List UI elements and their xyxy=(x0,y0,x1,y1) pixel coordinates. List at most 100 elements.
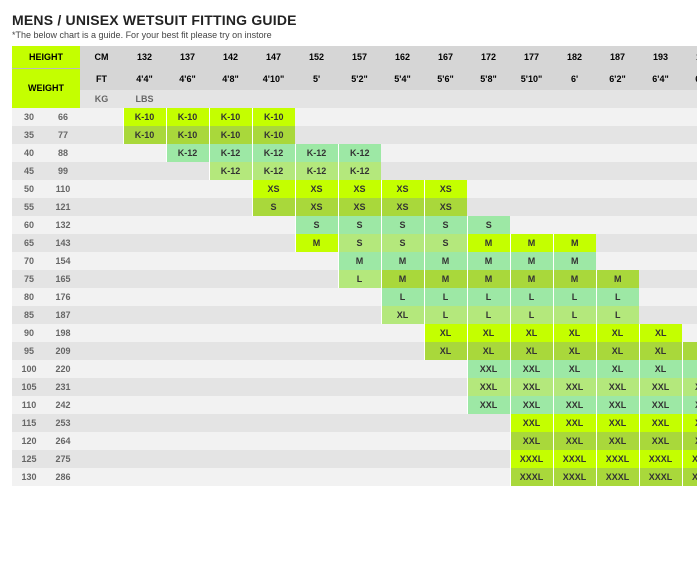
size-cell xyxy=(123,360,166,378)
size-cell: M xyxy=(424,270,467,288)
size-cell: XL xyxy=(596,360,639,378)
weight-kg: 65 xyxy=(12,234,46,252)
ft-10: 6' xyxy=(553,68,596,90)
ft-2: 4'8" xyxy=(209,68,252,90)
table-row: 3577K-10K-10K-10K-10 xyxy=(12,126,697,144)
size-cell: L xyxy=(424,306,467,324)
table-body: 3066K-10K-10K-10K-103577K-10K-10K-10K-10… xyxy=(12,108,697,486)
size-cell: S xyxy=(467,216,510,234)
table-row: 65143MSSSMMM xyxy=(12,234,697,252)
size-cell: XXXL xyxy=(639,450,682,468)
weight-lbs: 143 xyxy=(46,234,80,252)
size-cell xyxy=(639,144,682,162)
size-cell: XS xyxy=(295,198,338,216)
header-ft: FT xyxy=(80,68,123,90)
size-cell xyxy=(123,468,166,486)
size-cell: XXL xyxy=(553,396,596,414)
size-cell xyxy=(166,360,209,378)
size-cell: K-12 xyxy=(252,144,295,162)
size-cell: XL xyxy=(467,324,510,342)
size-cell xyxy=(295,468,338,486)
size-cell xyxy=(639,180,682,198)
size-cell: L xyxy=(596,288,639,306)
size-cell xyxy=(166,450,209,468)
size-cell: K-12 xyxy=(209,144,252,162)
size-cell: XXXL xyxy=(553,450,596,468)
size-cell xyxy=(639,216,682,234)
size-cell xyxy=(596,162,639,180)
size-cell xyxy=(467,162,510,180)
size-cell xyxy=(381,432,424,450)
size-cell xyxy=(338,414,381,432)
size-cell: XXL xyxy=(682,378,697,396)
size-cell: L xyxy=(467,288,510,306)
size-cell xyxy=(682,306,697,324)
size-cell: XXXL xyxy=(510,450,553,468)
size-cell xyxy=(424,108,467,126)
size-cell xyxy=(209,180,252,198)
size-cell xyxy=(381,360,424,378)
size-cell: XL xyxy=(553,342,596,360)
size-cell xyxy=(123,414,166,432)
size-cell xyxy=(252,414,295,432)
size-cell xyxy=(639,252,682,270)
size-cell xyxy=(381,324,424,342)
size-cell xyxy=(123,396,166,414)
size-cell: M xyxy=(338,252,381,270)
size-cell xyxy=(209,468,252,486)
table-row: 75165LMMMMMM xyxy=(12,270,697,288)
size-cell xyxy=(252,468,295,486)
size-cell xyxy=(252,324,295,342)
size-cell xyxy=(553,162,596,180)
size-cell: XXL xyxy=(596,396,639,414)
size-cell xyxy=(639,288,682,306)
size-cell xyxy=(295,108,338,126)
size-cell: XXXL xyxy=(682,450,697,468)
size-cell xyxy=(639,108,682,126)
size-cell: K-10 xyxy=(209,126,252,144)
size-cell xyxy=(682,144,697,162)
weight-kg: 100 xyxy=(12,360,46,378)
size-cell xyxy=(553,126,596,144)
size-cell: K-12 xyxy=(295,162,338,180)
size-cell xyxy=(510,144,553,162)
size-cell: M xyxy=(553,270,596,288)
size-cell xyxy=(553,144,596,162)
table-row: 55121SXSXSXSXS xyxy=(12,198,697,216)
size-cell xyxy=(553,108,596,126)
size-cell: XL xyxy=(639,360,682,378)
cm-0: 132 xyxy=(123,46,166,68)
size-cell xyxy=(338,432,381,450)
size-cell: XXL xyxy=(639,396,682,414)
size-cell: XS xyxy=(381,198,424,216)
size-cell xyxy=(338,324,381,342)
size-cell: XXL xyxy=(639,414,682,432)
size-cell: M xyxy=(510,270,553,288)
table-row: 70154MMMMMM xyxy=(12,252,697,270)
table-row: 85187XLLLLLL xyxy=(12,306,697,324)
size-cell xyxy=(123,198,166,216)
table-row: 3066K-10K-10K-10K-10 xyxy=(12,108,697,126)
sizing-table: HEIGHT CM 132 137 142 147 152 157 162 16… xyxy=(12,46,697,486)
size-cell xyxy=(166,432,209,450)
cm-3: 147 xyxy=(252,46,295,68)
size-cell xyxy=(252,360,295,378)
size-cell xyxy=(381,144,424,162)
header-weight: WEIGHT xyxy=(12,68,80,108)
weight-lbs: 66 xyxy=(46,108,80,126)
size-cell: K-10 xyxy=(123,126,166,144)
size-cell: XS xyxy=(424,198,467,216)
size-cell: XXL xyxy=(510,378,553,396)
size-cell xyxy=(338,396,381,414)
size-cell: XXL xyxy=(510,414,553,432)
cm-13: 198 xyxy=(682,46,697,68)
size-cell xyxy=(596,144,639,162)
size-cell: XXL xyxy=(510,432,553,450)
size-cell xyxy=(510,126,553,144)
table-row: 95209XLXLXLXLXLXLXL xyxy=(12,342,697,360)
weight-lbs: 176 xyxy=(46,288,80,306)
size-cell xyxy=(596,216,639,234)
size-cell: XXL xyxy=(639,378,682,396)
size-cell xyxy=(295,396,338,414)
size-cell: K-10 xyxy=(252,126,295,144)
